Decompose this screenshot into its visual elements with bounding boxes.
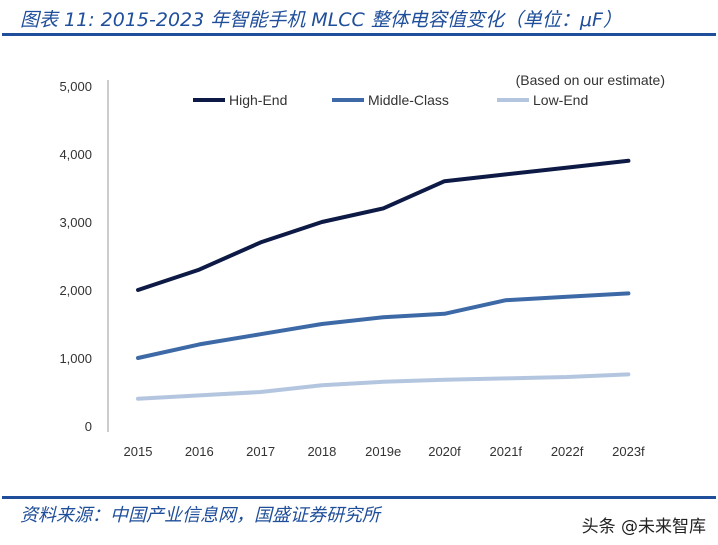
footer-divider (2, 496, 716, 499)
x-tick-label: 2018 (307, 444, 336, 459)
series-line-high-end (136, 158, 631, 292)
title-divider (2, 33, 716, 36)
y-tick-label: 4,000 (59, 147, 92, 162)
x-tick-label: 2021f (490, 444, 523, 459)
figure-title: 图表 11: 2015-2023 年智能手机 MLCC 整体电容值变化（单位：μ… (20, 9, 622, 31)
series-line-middle-class (136, 291, 631, 360)
x-tick-label: 2017 (246, 444, 275, 459)
legend-label: Low-End (533, 92, 588, 108)
x-tick-label: 2016 (185, 444, 214, 459)
series-line-low-end (136, 372, 631, 401)
legend-label: Middle-Class (368, 92, 449, 108)
annotation: (Based on our estimate) (516, 72, 665, 88)
y-tick-label: 5,000 (59, 79, 92, 94)
legend-label: High-End (229, 92, 287, 108)
x-tick-label: 2023f (612, 444, 645, 459)
x-tick-label: 2019e (365, 444, 401, 459)
y-tick-label: 3,000 (59, 215, 92, 230)
x-tick-label: 2022f (551, 444, 584, 459)
x-tick-label: 2015 (124, 444, 153, 459)
source-note: 资料来源：中国产业信息网，国盛证券研究所 (20, 505, 380, 526)
y-tick-label: 0 (85, 419, 92, 434)
y-tick-label: 2,000 (59, 283, 92, 298)
watermark: 头条 @未来智库 (581, 517, 706, 537)
x-tick-label: 2020f (428, 444, 461, 459)
y-tick-label: 1,000 (59, 351, 92, 366)
